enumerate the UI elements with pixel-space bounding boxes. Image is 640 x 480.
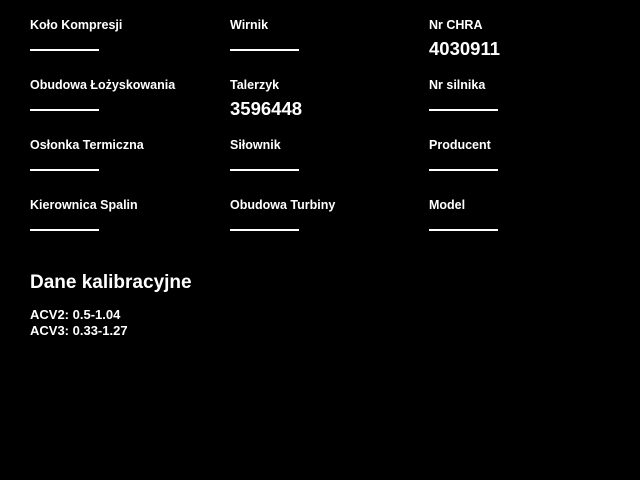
- field-label: Producent: [429, 138, 491, 152]
- field-label: Osłonka Termiczna: [30, 138, 144, 152]
- calibration-line-acv3: ACV3: 0.33-1.27: [30, 322, 128, 338]
- field-obudowa-turbiny: Obudowa Turbiny: [230, 199, 429, 259]
- calibration-heading: Dane kalibracyjne: [30, 272, 192, 293]
- field-wirnik: Wirnik: [230, 19, 429, 79]
- field-value[interactable]: 4030911: [429, 38, 501, 59]
- field-label: Kierownica Spalin: [30, 198, 138, 212]
- empty-field-underline[interactable]: [30, 109, 99, 111]
- empty-field-underline[interactable]: [30, 49, 99, 51]
- field-label: Siłownik: [230, 138, 281, 152]
- empty-field-underline[interactable]: [30, 169, 99, 171]
- field-label: Model: [429, 198, 466, 212]
- empty-field-underline[interactable]: [230, 229, 299, 231]
- field-nr-chra: Nr CHRA 4030911: [429, 19, 640, 79]
- field-label: Talerzyk: [230, 78, 280, 92]
- calibration-section: Dane kalibracyjne ACV2: 0.5-1.04 ACV3: 0…: [0, 272, 640, 338]
- field-label: Nr CHRA: [429, 18, 483, 32]
- empty-field-underline[interactable]: [429, 169, 498, 171]
- calibration-lines: ACV2: 0.5-1.04 ACV3: 0.33-1.27: [30, 307, 640, 338]
- field-kolo-kompresji: Koło Kompresji: [30, 19, 230, 79]
- field-producent: Producent: [429, 139, 640, 199]
- empty-field-underline[interactable]: [230, 169, 299, 171]
- field-oslonka-termiczna: Osłonka Termiczna: [30, 139, 230, 199]
- calibration-line-acv2: ACV2: 0.5-1.04: [30, 307, 121, 322]
- field-label: Nr silnika: [429, 78, 486, 92]
- field-label: Koło Kompresji: [30, 18, 123, 32]
- field-kierownica-spalin: Kierownica Spalin: [30, 199, 230, 259]
- empty-field-underline[interactable]: [429, 229, 498, 231]
- field-nr-silnika: Nr silnika: [429, 79, 640, 139]
- field-silownik: Siłownik: [230, 139, 429, 199]
- empty-field-underline[interactable]: [230, 49, 299, 51]
- field-label: Wirnik: [230, 18, 269, 32]
- empty-field-underline[interactable]: [30, 229, 99, 231]
- empty-field-underline[interactable]: [429, 109, 498, 111]
- field-value[interactable]: 3596448: [230, 98, 303, 119]
- field-talerzyk: Talerzyk 3596448: [230, 79, 429, 139]
- field-label: Obudowa Turbiny: [230, 198, 336, 212]
- parts-form-grid: Koło Kompresji Wirnik Nr CHRA 4030911 Ob…: [30, 19, 640, 259]
- field-obudowa-lozyskowania: Obudowa Łożyskowania: [30, 79, 230, 139]
- field-label: Obudowa Łożyskowania: [30, 78, 176, 92]
- field-model: Model: [429, 199, 640, 259]
